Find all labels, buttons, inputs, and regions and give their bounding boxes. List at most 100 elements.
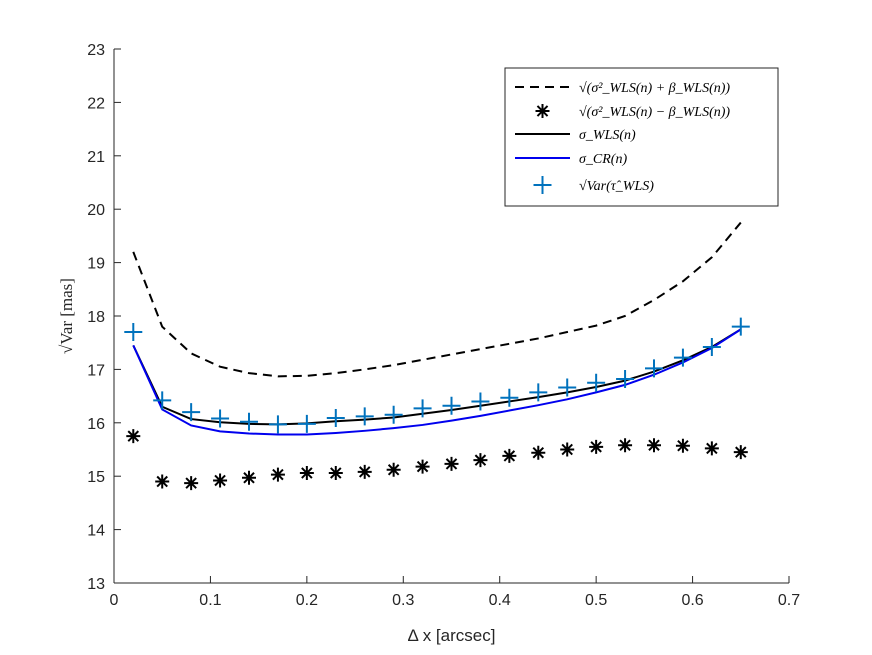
series-1-point-glyph	[328, 465, 343, 480]
series-1-point-glyph	[473, 453, 488, 468]
series-1-point	[270, 467, 285, 482]
series-1-point-glyph	[733, 445, 748, 460]
x-axis-label: Δ x [arcsec]	[408, 626, 496, 645]
series-1-point-glyph	[242, 470, 256, 485]
series-1-point	[733, 445, 748, 460]
series-4-point	[673, 348, 692, 367]
series-1-point-glyph	[589, 439, 604, 454]
legend-label-1: √(σ²_WLS(n) − β_WLS(n))	[579, 105, 730, 120]
series-1-point-glyph	[618, 438, 633, 453]
series-2-line	[132, 328, 742, 426]
series-1-point-glyph	[126, 429, 141, 444]
series-1	[126, 429, 748, 491]
series-4-point	[384, 405, 403, 424]
series-1-point-glyph	[155, 474, 170, 489]
y-tick-label: 14	[87, 523, 105, 540]
series-1-point	[213, 473, 228, 488]
legend-box	[504, 67, 779, 207]
series-4-point	[124, 323, 143, 342]
series-4-point	[326, 408, 345, 427]
x-tick-label: 0.4	[489, 592, 511, 609]
series-1-point	[184, 476, 199, 491]
series-4-point	[268, 415, 287, 434]
series-4-point	[442, 396, 461, 415]
series-1-point	[444, 456, 459, 471]
y-tick-label: 23	[87, 42, 105, 59]
series-4-point	[471, 392, 490, 411]
series-1-point	[531, 445, 546, 460]
series-4-point	[240, 412, 258, 431]
series-1-point-glyph	[299, 465, 314, 480]
series-3-line	[132, 328, 742, 436]
series-1-point	[473, 453, 488, 468]
series-1-point	[647, 438, 661, 453]
x-tick-label: 0.3	[392, 592, 414, 609]
series-4-point	[731, 317, 750, 336]
series-4-point	[297, 414, 316, 433]
series-1-point-glyph	[704, 441, 719, 456]
series-1-point-glyph	[184, 476, 199, 491]
y-tick-label: 19	[87, 256, 105, 273]
x-tick-label: 0.2	[296, 592, 318, 609]
series-4-point	[616, 370, 635, 389]
series-1-point	[502, 448, 517, 463]
y-tick-label: 17	[87, 362, 105, 379]
legend-label-4: √Var(τ̂_WLS)	[579, 179, 654, 194]
series-0-line	[132, 221, 742, 378]
series-layer	[124, 221, 750, 491]
series-4-point	[413, 399, 432, 418]
series-2	[132, 328, 742, 426]
series-1-point	[589, 439, 604, 454]
y-tick-label: 22	[87, 95, 105, 112]
series-4-point	[500, 388, 519, 407]
y-tick-label: 15	[87, 469, 105, 486]
series-4-point	[702, 337, 721, 356]
legend: √(σ²_WLS(n) + β_WLS(n)) √(σ²_WLS(n) − β_W…	[504, 67, 779, 207]
series-4-point	[645, 359, 663, 378]
series-3	[132, 328, 742, 436]
series-1-point-glyph	[444, 456, 459, 471]
series-1-point	[242, 470, 256, 485]
legend-label-3: σ_CR(n)	[579, 152, 627, 167]
legend-swatch-1-glyph	[535, 104, 550, 118]
series-4-point	[211, 409, 230, 428]
series-1-point	[704, 441, 719, 456]
series-1-point	[415, 459, 430, 474]
series-4	[124, 317, 750, 434]
series-1-point	[386, 462, 401, 477]
series-1-point	[618, 438, 633, 453]
series-1-point	[357, 464, 372, 479]
y-tick-label: 13	[87, 576, 105, 593]
series-1-point	[675, 438, 690, 453]
series-1-point-glyph	[213, 473, 228, 488]
x-tick-label: 0.6	[681, 592, 703, 609]
series-1-point-glyph	[415, 459, 430, 474]
legend-swatch-1	[535, 104, 550, 118]
series-1-point	[299, 465, 314, 480]
series-1-point-glyph	[531, 445, 546, 460]
series-4-point	[182, 403, 201, 422]
series-1-point-glyph	[675, 438, 690, 453]
legend-swatch-4	[533, 176, 552, 194]
series-4-point	[355, 407, 374, 426]
series-0	[132, 221, 742, 378]
axes-layer: 0 0.1 0.2 0.3 0.4 0.5 0.6 0.7 13 14 15 16 17 18 19 20 21…	[87, 42, 800, 609]
x-tick-label: 0.7	[778, 592, 800, 609]
x-tick-label: 0.5	[585, 592, 607, 609]
series-4-point	[558, 378, 577, 397]
series-4-point	[587, 373, 606, 392]
series-1-point-glyph	[560, 442, 575, 457]
x-tick-label: 0.1	[199, 592, 221, 609]
series-1-point-glyph	[386, 462, 401, 477]
series-1-point	[155, 474, 170, 489]
y-tick-label: 20	[87, 202, 105, 219]
y-tick-label: 18	[87, 309, 105, 326]
series-1-point-glyph	[270, 467, 285, 482]
legend-label-0: √(σ²_WLS(n) + β_WLS(n))	[579, 81, 730, 96]
series-4-point	[153, 391, 172, 410]
series-4-point	[529, 383, 548, 402]
series-1-point	[328, 465, 343, 480]
y-axis-label: √Var [mas]	[57, 278, 76, 354]
y-tick-label: 16	[87, 416, 105, 433]
